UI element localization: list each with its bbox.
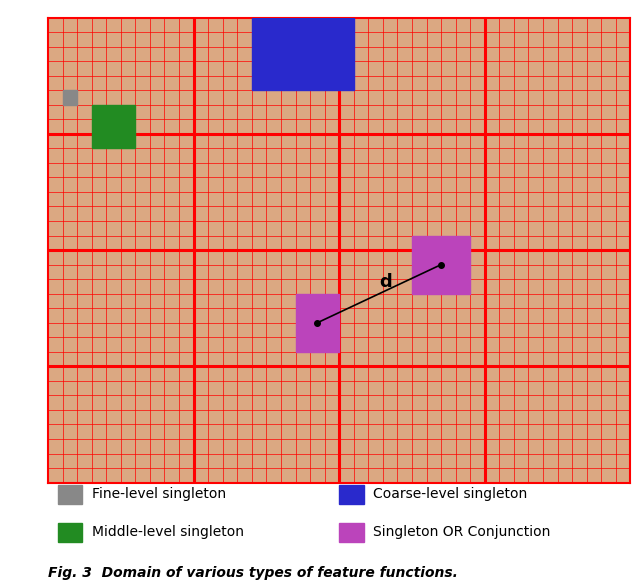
Bar	[92, 105, 136, 149]
Bar	[63, 90, 77, 105]
Bar	[252, 18, 354, 90]
Text: Middle-level singleton: Middle-level singleton	[92, 525, 244, 539]
Text: d: d	[380, 273, 392, 291]
Text: Fine-level singleton: Fine-level singleton	[92, 487, 226, 501]
Text: Fig. 3  Domain of various types of feature functions.: Fig. 3 Domain of various types of featur…	[48, 566, 458, 580]
Text: Coarse-level singleton: Coarse-level singleton	[373, 487, 527, 501]
Bar	[296, 294, 339, 352]
Bar	[412, 236, 470, 294]
Text: Singleton OR Conjunction: Singleton OR Conjunction	[373, 525, 550, 539]
